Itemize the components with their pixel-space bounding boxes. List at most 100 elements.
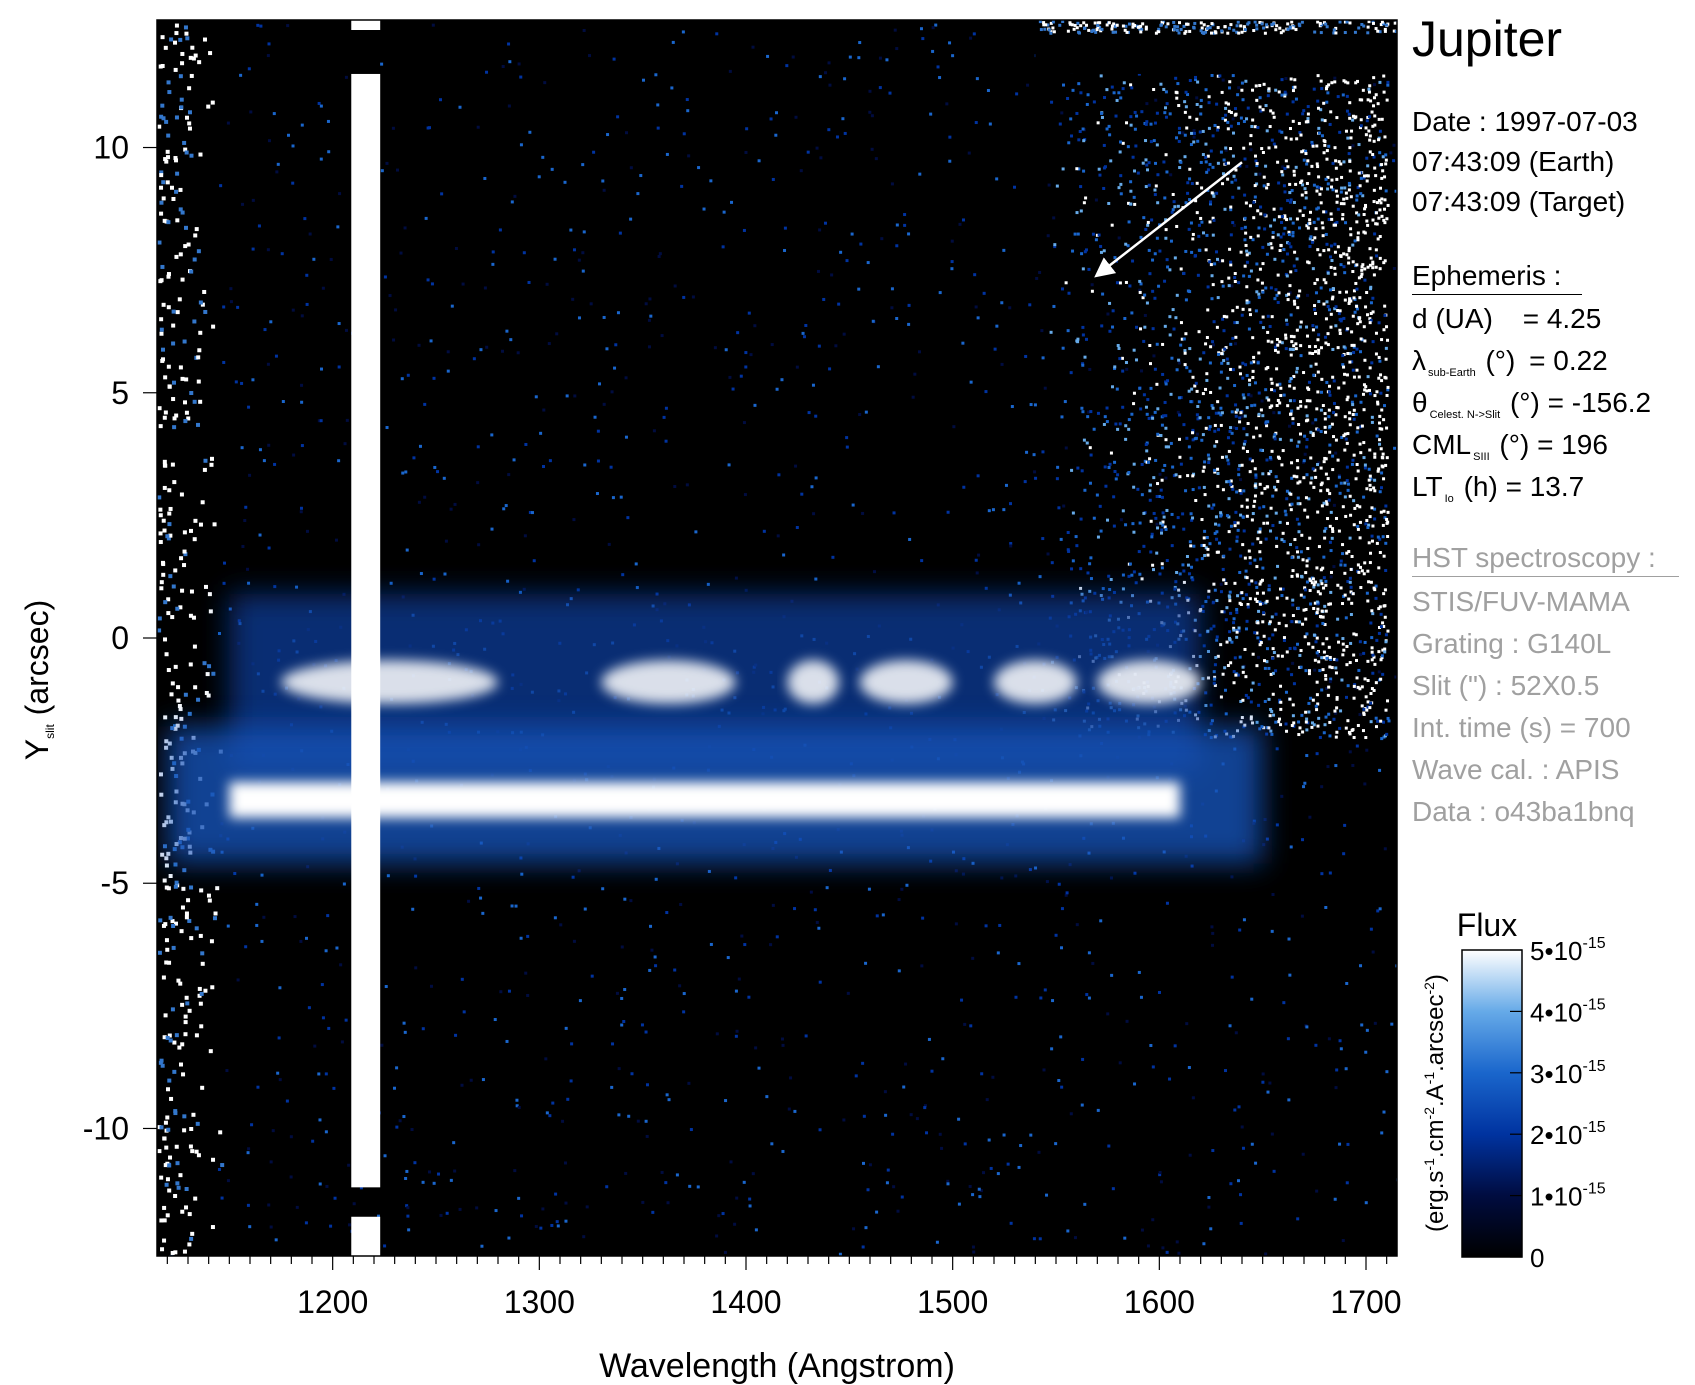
noise-dot <box>163 463 168 468</box>
noise-dot <box>1340 435 1344 439</box>
noise-dot <box>1324 177 1328 181</box>
noise-dot <box>1185 1022 1189 1026</box>
noise-dot <box>685 483 689 487</box>
noise-dot <box>1117 346 1121 350</box>
noise-dot <box>1157 27 1161 31</box>
noise-dot <box>742 228 746 232</box>
noise-dot <box>1303 586 1307 590</box>
noise-dot <box>1373 452 1377 456</box>
noise-dot <box>1385 456 1389 460</box>
noise-dot <box>1383 314 1387 318</box>
noise-dot <box>635 586 639 590</box>
noise-dot <box>1219 643 1223 647</box>
noise-dot <box>1295 217 1299 221</box>
noise-dot <box>1140 28 1144 32</box>
noise-dot <box>852 1227 856 1231</box>
noise-dot <box>776 534 780 538</box>
noise-dot <box>402 1021 406 1025</box>
noise-dot <box>182 868 187 873</box>
noise-dot <box>158 507 163 512</box>
noise-dot <box>157 495 162 500</box>
noise-dot <box>651 1210 655 1214</box>
distance-value: = 4.25 <box>1522 303 1602 334</box>
noise-dot <box>1339 190 1343 194</box>
noise-dot <box>1262 634 1266 638</box>
noise-dot <box>1288 379 1292 383</box>
noise-dot <box>313 1044 317 1048</box>
noise-dot <box>1301 213 1305 217</box>
noise-dot <box>581 163 585 167</box>
noise-dot <box>1052 304 1056 308</box>
noise-dot <box>1129 180 1133 184</box>
noise-dot <box>1091 232 1095 236</box>
noise-dot <box>1152 476 1156 480</box>
noise-dot <box>1189 221 1193 225</box>
noise-dot <box>620 945 624 949</box>
noise-dot <box>299 506 303 510</box>
noise-dot <box>184 377 189 382</box>
noise-dot <box>1359 337 1363 341</box>
noise-dot <box>1270 388 1274 392</box>
noise-dot <box>1219 511 1223 515</box>
noise-dot <box>1278 437 1282 441</box>
noise-dot <box>1235 535 1239 539</box>
lambda-unit: (°) <box>1485 345 1516 376</box>
noise-dot <box>1331 375 1335 379</box>
noise-dot <box>1368 134 1372 138</box>
noise-dot <box>164 885 169 890</box>
noise-dot <box>1133 23 1137 27</box>
noise-dot <box>1199 29 1203 33</box>
noise-dot <box>1289 347 1293 351</box>
noise-dot <box>1232 223 1236 227</box>
noise-dot <box>1175 570 1179 574</box>
noise-dot <box>1093 21 1097 25</box>
noise-dot <box>1219 150 1223 154</box>
noise-dot <box>1179 462 1183 466</box>
noise-dot <box>793 907 797 911</box>
noise-dot <box>1200 26 1204 30</box>
noise-dot <box>1324 674 1328 678</box>
noise-dot <box>173 67 178 72</box>
noise-dot <box>724 1099 728 1103</box>
noise-dot <box>1356 426 1360 430</box>
noise-dot <box>1313 308 1317 312</box>
noise-dot <box>1205 335 1209 339</box>
noise-dot <box>1278 382 1282 386</box>
noise-dot <box>280 252 284 256</box>
noise-dot <box>1309 430 1313 434</box>
noise-dot <box>1107 201 1111 205</box>
noise-dot <box>1062 504 1066 508</box>
noise-dot <box>1185 436 1189 440</box>
noise-dot <box>1133 202 1137 206</box>
noise-dot <box>1155 111 1159 115</box>
noise-dot <box>707 869 711 873</box>
noise-dot <box>1118 422 1122 426</box>
noise-dot <box>517 1196 521 1200</box>
noise-dot <box>1270 23 1274 27</box>
noise-dot <box>1179 267 1183 271</box>
noise-dot <box>1372 200 1376 204</box>
noise-dot <box>1192 26 1196 30</box>
noise-dot <box>1310 721 1314 725</box>
noise-dot <box>1248 597 1252 601</box>
noise-dot <box>1342 316 1346 320</box>
noise-dot <box>897 898 901 902</box>
noise-dot <box>1101 587 1105 591</box>
noise-dot <box>1077 167 1081 171</box>
noise-dot <box>1302 595 1306 599</box>
noise-dot <box>199 1024 204 1029</box>
noise-dot <box>1121 587 1125 591</box>
noise-dot <box>1151 1218 1155 1222</box>
noise-dot <box>845 259 849 263</box>
noise-dot <box>1282 184 1286 188</box>
noise-dot <box>1248 308 1252 312</box>
noise-dot <box>1324 341 1328 345</box>
noise-dot <box>1096 121 1100 125</box>
noise-dot <box>1206 453 1210 457</box>
noise-dot <box>272 112 276 116</box>
noise-dot <box>1359 171 1363 175</box>
noise-dot <box>1194 499 1198 503</box>
noise-dot <box>1272 207 1276 211</box>
noise-dot <box>687 154 691 158</box>
noise-dot <box>167 90 172 95</box>
